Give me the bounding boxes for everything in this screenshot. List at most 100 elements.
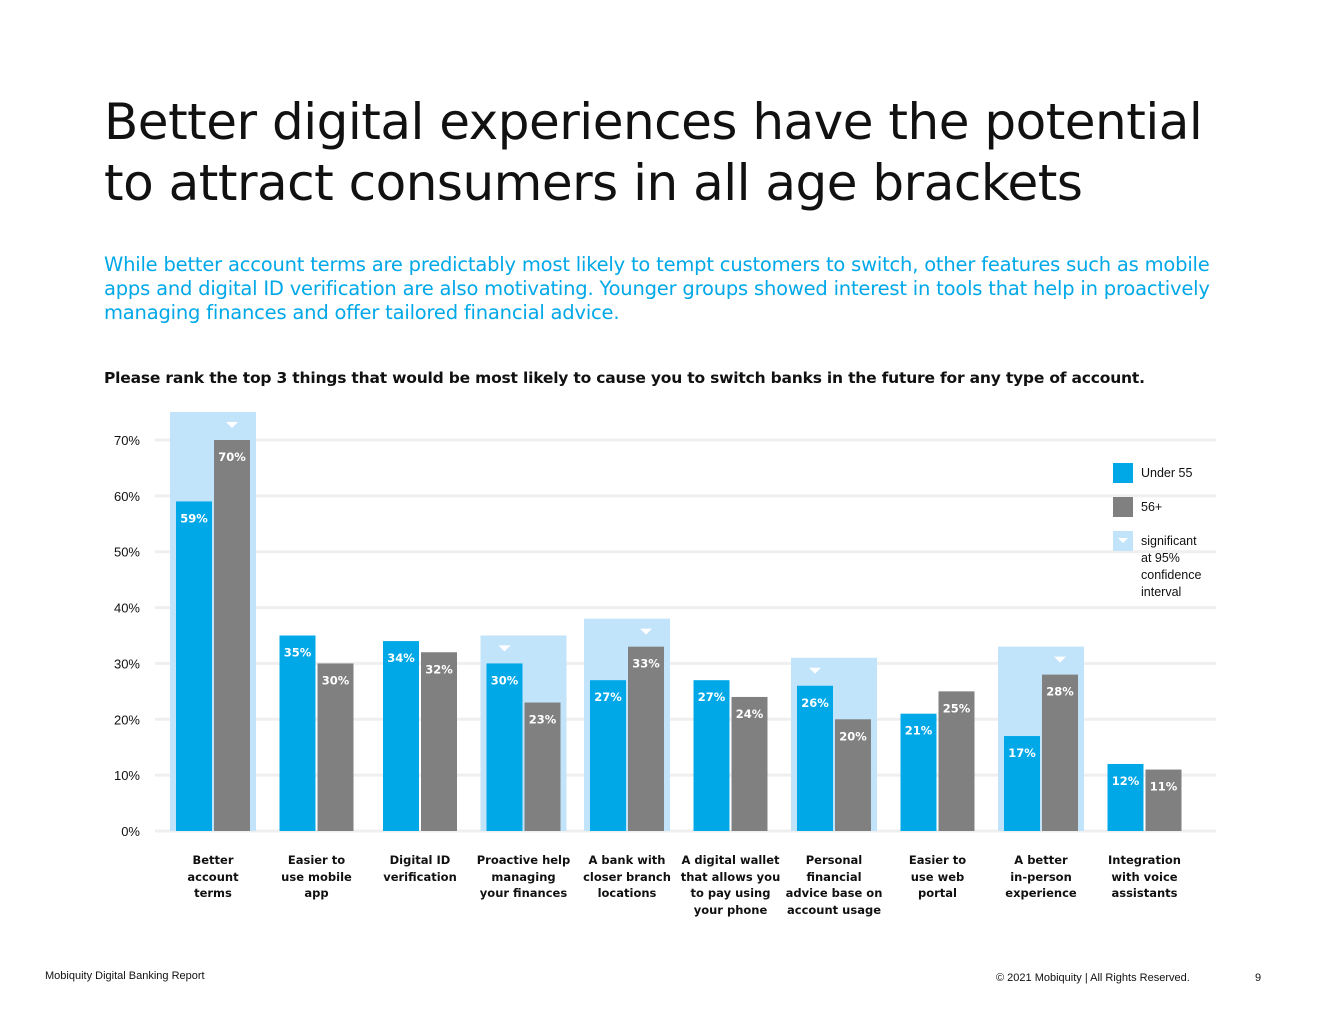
bar-56-plus [938, 691, 975, 831]
bar-under-55 [797, 685, 833, 831]
category-label-line: Integration [1108, 853, 1181, 867]
data-label-under-55: 26% [801, 696, 829, 710]
category-label-line: Better [192, 853, 234, 867]
significance-marker-icon [498, 645, 511, 652]
category-label: A digital wallet that allows you to pay us… [676, 852, 786, 918]
data-label-56-plus: 23% [529, 713, 557, 727]
data-label-56-plus: 32% [425, 662, 453, 676]
data-label-under-55: 12% [1112, 774, 1140, 788]
y-tick-label: 50% [114, 545, 140, 560]
y-tick-label: 40% [114, 601, 140, 616]
category-label: A bank with closer branch locations [572, 852, 682, 902]
category-label-line: account [187, 869, 239, 884]
bar-56-plus [1042, 674, 1078, 831]
significance-marker-icon [1054, 656, 1066, 663]
data-label-under-55: 30% [491, 673, 519, 687]
bar-56-plus [317, 663, 354, 831]
page-title-line-1: Better digital experiences have the pote… [104, 93, 1203, 151]
legend-swatch-56-plus [1113, 497, 1133, 517]
category-label-line: Easier to [908, 853, 967, 867]
category-label-line: app [304, 886, 329, 900]
bar-56-plus [731, 696, 768, 831]
category-label: Easier to use mobile app [262, 852, 372, 902]
category-label-line: closer branch [583, 869, 671, 884]
category-label: Easier to use web portal [883, 852, 993, 902]
data-label-under-55: 34% [387, 651, 415, 665]
survey-question: Please rank the top 3 things that would … [104, 369, 1145, 387]
bar-56-plus [835, 719, 871, 831]
category-label-line: portal [917, 886, 957, 900]
y-tick-label: 0% [121, 824, 140, 839]
data-label-56-plus: 70% [218, 450, 246, 464]
category-label-line: Easier to [287, 853, 346, 867]
y-tick-label: 60% [114, 489, 140, 504]
category-label-line: in-person [1010, 869, 1072, 884]
category-label: Personal financial advice base on account u… [779, 852, 889, 918]
data-label-56-plus: 30% [322, 673, 350, 687]
data-label-56-plus: 25% [943, 701, 971, 715]
bar-56-plus [214, 440, 250, 831]
legend-swatch-significant [1113, 531, 1133, 551]
page-subtitle: While better account terms are predictab… [104, 253, 1210, 324]
category-label-line: Proactive help [476, 853, 571, 867]
category-label-line: managing [491, 869, 556, 884]
bar-under-55 [279, 635, 316, 831]
category-label: Digital ID verification [365, 852, 475, 885]
category-label-line: terms [194, 886, 232, 900]
category-label: Integration with voice assistants [1090, 852, 1200, 902]
data-label-56-plus: 20% [839, 729, 867, 743]
category-label-line: assistants [1111, 886, 1178, 900]
category-label-line: your finances [479, 886, 568, 900]
legend-label-under-55: Under 55 [1141, 466, 1193, 480]
significance-marker-icon [226, 422, 238, 428]
legend-label-significant: significant at 95% confidence interval [1141, 533, 1241, 601]
category-label-line: A bank with [588, 853, 666, 867]
category-label-line: Personal [805, 853, 863, 867]
category-label-line: your phone [693, 902, 768, 917]
category-label-line: Digital ID [389, 853, 451, 867]
data-label-under-55: 35% [284, 646, 312, 660]
category-label-line: A digital wallet [681, 853, 780, 867]
y-tick-label: 30% [114, 656, 140, 671]
data-label-56-plus: 24% [736, 707, 764, 721]
category-label-line: verification [383, 869, 457, 884]
y-tick-label: 10% [114, 768, 140, 783]
category-label-line: use mobile [281, 869, 352, 884]
legend-significant-line-4: interval [1141, 585, 1182, 599]
bar-under-55 [383, 641, 419, 831]
bar-under-55 [176, 501, 212, 831]
category-label-line: advice base on [785, 886, 883, 900]
category-label-line: to pay using [690, 886, 771, 900]
category-label-line: locations [597, 886, 657, 900]
y-tick-label: 70% [114, 433, 140, 448]
data-label-under-55: 27% [594, 690, 622, 704]
legend-significant-line-1: significant [1141, 534, 1197, 548]
data-label-56-plus: 33% [632, 657, 660, 671]
category-label-line: that allows you [680, 869, 781, 884]
data-label-under-55: 59% [180, 511, 208, 525]
bar-under-55 [590, 680, 626, 831]
bar-56-plus [524, 702, 561, 831]
significance-marker-icon [1118, 538, 1128, 543]
legend-swatch-under-55 [1113, 463, 1133, 483]
significance-marker-icon [809, 667, 821, 674]
bar-under-55 [486, 663, 523, 831]
category-label-line: A better [1014, 853, 1068, 867]
category-label: Better account terms [158, 852, 268, 902]
category-label-line: account usage [787, 902, 881, 917]
footer-report-name: Mobiquity Digital Banking Report [45, 970, 205, 982]
legend-significant-line-2: at 95% [1141, 551, 1180, 565]
bar-under-55 [693, 680, 730, 831]
bar-56-plus [1145, 769, 1182, 831]
category-label: A better in-person experience [986, 852, 1096, 902]
data-label-under-55: 17% [1008, 746, 1036, 760]
bar-under-55 [1107, 763, 1144, 831]
category-label-line: experience [1005, 886, 1077, 900]
data-label-56-plus: 11% [1150, 780, 1178, 794]
page-title-line-2: to attract consumers in all age brackets [104, 154, 1083, 212]
bar-under-55 [1004, 736, 1040, 831]
legend-significant-line-3: confidence [1141, 568, 1202, 582]
footer-copyright: © 2021 Mobiquity | All Rights Reserved. [996, 972, 1190, 984]
data-label-under-55: 21% [905, 724, 933, 738]
